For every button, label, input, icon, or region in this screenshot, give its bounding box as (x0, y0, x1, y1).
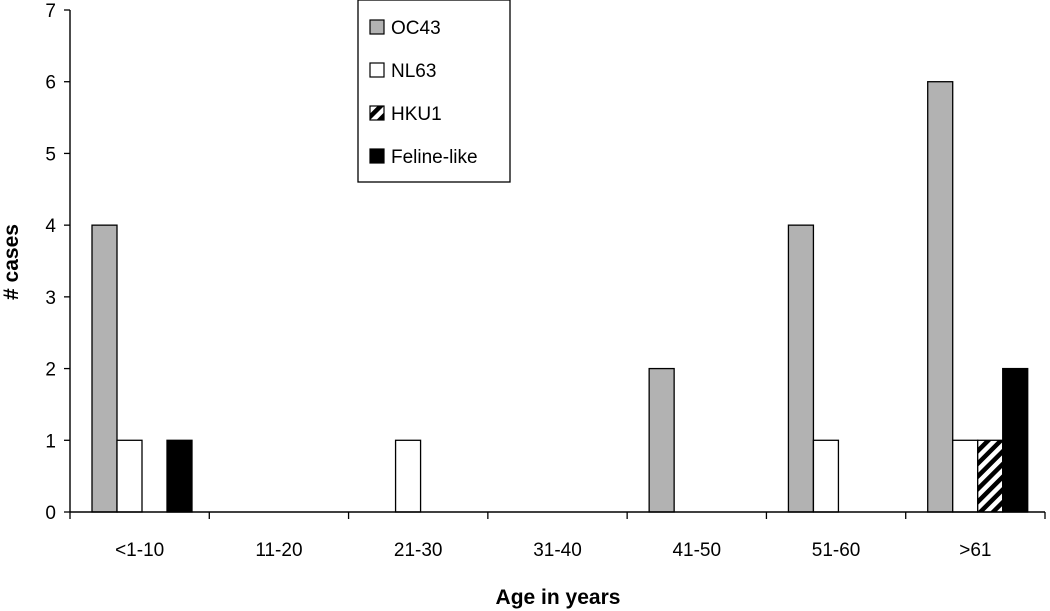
y-tick-label: 7 (45, 1, 56, 22)
x-tick-label: 21-30 (394, 540, 443, 561)
x-tick-label: 11-20 (255, 540, 302, 561)
y-tick-label: 6 (45, 73, 56, 94)
bar-oc43-5 (787, 224, 815, 513)
x-axis-title: Age in years (496, 586, 621, 609)
y-tick-label: 4 (45, 216, 56, 237)
legend: OC43 NL63 HKU1 Feline-like (357, 0, 511, 183)
legend-swatch-feline-like (369, 148, 385, 164)
bars (91, 81, 1029, 513)
legend-swatch-hku1 (369, 105, 385, 121)
bar-hku1-6 (977, 439, 1004, 513)
legend-swatch-nl63 (369, 62, 385, 78)
bar-oc43-6 (927, 81, 954, 513)
legend-label-hku1: HKU1 (391, 104, 442, 125)
y-tick-label: 1 (45, 431, 56, 452)
bar-feline-like-0 (166, 439, 193, 513)
y-tick-label: 5 (45, 144, 56, 165)
x-axis-ticks: <1-10 11-20 21-30 31-40 41-50 51-60 >61 (69, 512, 1046, 561)
y-tick-label: 3 (45, 288, 56, 309)
bar-oc43-0 (91, 224, 118, 513)
bar-nl63-5 (812, 439, 840, 513)
legend-swatch-oc43 (369, 19, 385, 35)
legend-label-oc43: OC43 (391, 18, 441, 39)
x-tick-label: <1-10 (115, 540, 164, 561)
legend-label-feline-like: Feline-like (391, 147, 478, 168)
bar-feline-like-6 (1002, 367, 1029, 513)
legend-label-nl63: NL63 (391, 61, 436, 82)
x-tick-label: >61 (959, 540, 991, 561)
y-tick-label: 2 (45, 360, 56, 381)
y-axis-ticks: 0 1 2 3 4 5 6 7 (45, 1, 70, 524)
y-axis-title: # cases (0, 224, 23, 300)
y-tick-label: 0 (45, 503, 56, 524)
bar-oc43-4 (648, 367, 675, 513)
bar-nl63-6 (952, 439, 979, 513)
axes (69, 10, 1045, 513)
x-tick-label: 51-60 (812, 540, 861, 561)
x-tick-label: 41-50 (672, 540, 721, 561)
bar-nl63-2 (394, 439, 422, 513)
x-tick-label: 31-40 (533, 540, 582, 561)
bar-nl63-0 (116, 439, 143, 513)
